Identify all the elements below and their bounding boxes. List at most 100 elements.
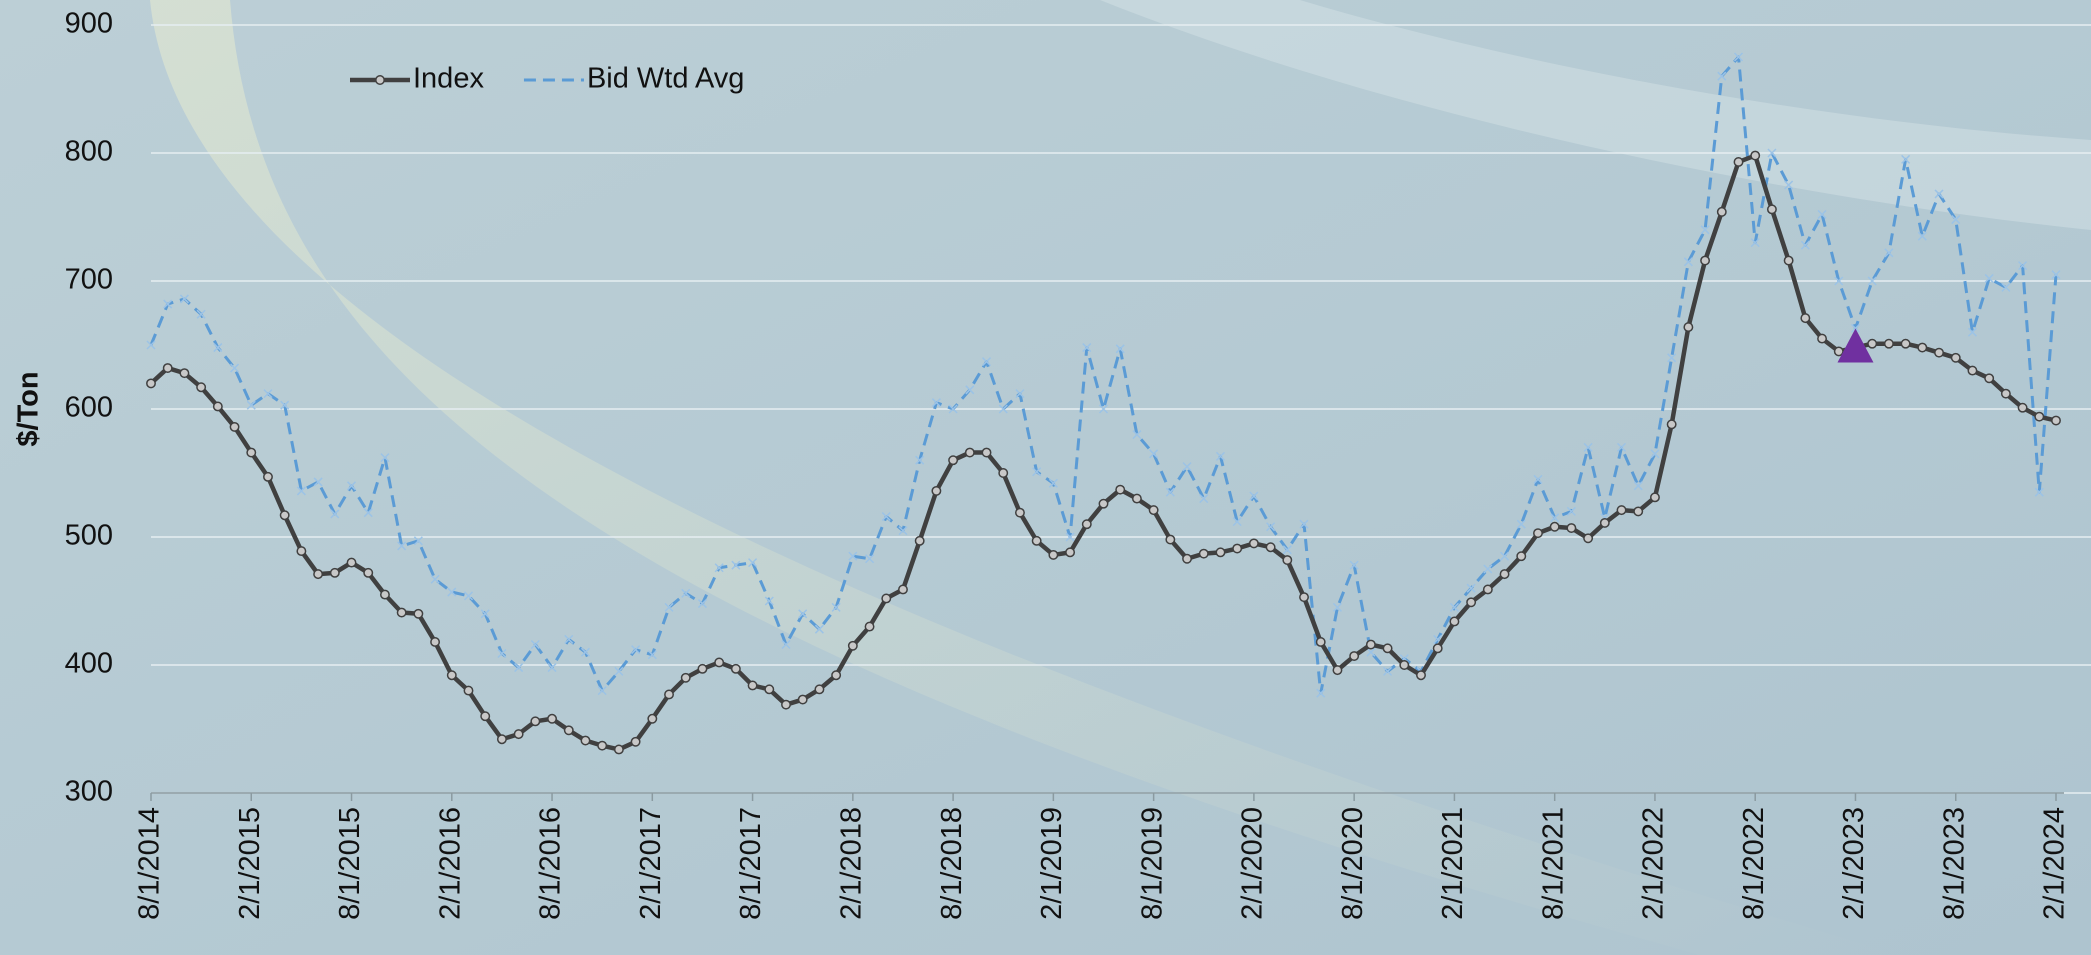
point-marker xyxy=(1131,493,1142,504)
y-tick-label: 400 xyxy=(65,648,113,680)
point-marker xyxy=(1984,273,1994,283)
point-marker xyxy=(814,684,825,695)
point-marker xyxy=(1383,666,1393,676)
point-marker xyxy=(831,602,841,612)
point-marker xyxy=(380,453,390,463)
point-marker xyxy=(313,569,324,580)
point-marker xyxy=(697,663,708,674)
point-marker xyxy=(1867,338,1878,349)
x-tick-label: 8/1/2019 xyxy=(1136,807,1168,920)
x-tick-label: 2/1/2020 xyxy=(1237,807,1269,920)
point-marker xyxy=(2000,388,2011,399)
point-marker xyxy=(964,447,975,458)
point-marker xyxy=(1850,323,1861,333)
point-marker xyxy=(1767,148,1777,158)
y-tick-label: 600 xyxy=(65,392,113,424)
point-marker xyxy=(530,716,541,727)
point-marker xyxy=(781,639,791,650)
point-marker xyxy=(463,685,474,696)
x-tick-label: 2/1/2023 xyxy=(1838,807,1870,920)
point-marker xyxy=(1165,534,1176,545)
point-marker xyxy=(480,609,490,619)
point-marker xyxy=(1917,231,1927,241)
point-marker xyxy=(848,551,858,561)
x-tick-label: 2/1/2016 xyxy=(434,807,466,920)
point-marker xyxy=(931,485,942,496)
point-marker xyxy=(1784,180,1794,190)
point-marker xyxy=(1901,154,1911,164)
x-tick-label: 2/1/2017 xyxy=(635,807,667,920)
point-marker xyxy=(681,588,691,598)
point-marker xyxy=(1082,343,1092,353)
point-marker xyxy=(981,357,992,367)
point-marker xyxy=(597,686,607,696)
point-marker xyxy=(931,398,941,408)
point-marker xyxy=(547,663,557,673)
x-tick-label: 8/1/2022 xyxy=(1738,807,1770,920)
x-tick-label: 8/1/2015 xyxy=(334,807,366,920)
point-marker xyxy=(1148,505,1159,516)
point-marker xyxy=(1766,204,1777,215)
point-marker xyxy=(2034,487,2044,497)
point-marker xyxy=(2034,411,2045,422)
point-marker xyxy=(1917,342,1928,353)
point-marker xyxy=(496,734,507,745)
legend: Index Bid Wtd Avg xyxy=(350,63,744,95)
point-marker xyxy=(330,509,340,519)
x-tick-label: 8/1/2023 xyxy=(1938,807,1970,920)
point-marker xyxy=(1700,225,1710,235)
point-marker xyxy=(664,602,674,612)
point-marker xyxy=(1081,519,1092,530)
point-marker xyxy=(1299,592,1309,603)
point-marker xyxy=(1633,481,1643,491)
point-marker xyxy=(1014,507,1025,518)
y-tick-label: 300 xyxy=(65,776,113,808)
point-marker xyxy=(229,421,240,432)
point-marker xyxy=(1967,327,1977,337)
point-marker xyxy=(280,400,290,410)
point-marker xyxy=(1149,449,1159,459)
point-marker xyxy=(1282,545,1292,555)
point-marker xyxy=(614,666,624,676)
point-marker xyxy=(1667,353,1677,363)
point-marker xyxy=(329,567,340,578)
y-tick-label: 900 xyxy=(65,8,113,40)
x-tick-label: 8/1/2018 xyxy=(936,807,968,920)
point-marker xyxy=(1800,240,1810,250)
point-marker xyxy=(196,382,207,393)
point-marker xyxy=(1299,519,1309,529)
point-marker xyxy=(446,670,457,681)
point-marker xyxy=(1349,560,1359,570)
point-marker xyxy=(664,689,674,700)
highlight-marker xyxy=(1837,328,1874,363)
point-marker xyxy=(1616,442,1627,452)
point-marker xyxy=(747,680,758,691)
point-marker xyxy=(1900,338,1911,349)
point-marker xyxy=(1432,643,1443,654)
point-marker xyxy=(613,744,624,755)
point-marker xyxy=(163,299,173,309)
point-marker xyxy=(1249,491,1259,501)
point-marker xyxy=(1516,519,1526,529)
point-marker xyxy=(881,511,891,522)
point-marker xyxy=(1550,513,1560,523)
point-marker xyxy=(379,589,390,600)
point-marker xyxy=(1349,651,1360,661)
grid: 300 400 500 600 700 800 900 8/1/2014 2/1/2015 8/1… xyxy=(65,8,2091,920)
point-marker xyxy=(2051,270,2061,280)
point-marker xyxy=(1867,276,1877,286)
point-marker xyxy=(1967,365,1978,376)
point-marker xyxy=(948,404,958,414)
point-marker xyxy=(1115,344,1125,354)
point-marker xyxy=(798,609,808,619)
point-marker xyxy=(313,477,323,487)
point-marker xyxy=(1883,338,1894,349)
point-marker xyxy=(730,663,741,674)
point-marker xyxy=(564,634,574,644)
point-marker xyxy=(279,510,290,521)
point-marker xyxy=(212,401,223,412)
point-marker xyxy=(1583,442,1593,452)
x-tick-label: 2/1/2022 xyxy=(1638,807,1670,920)
point-marker xyxy=(246,447,257,458)
